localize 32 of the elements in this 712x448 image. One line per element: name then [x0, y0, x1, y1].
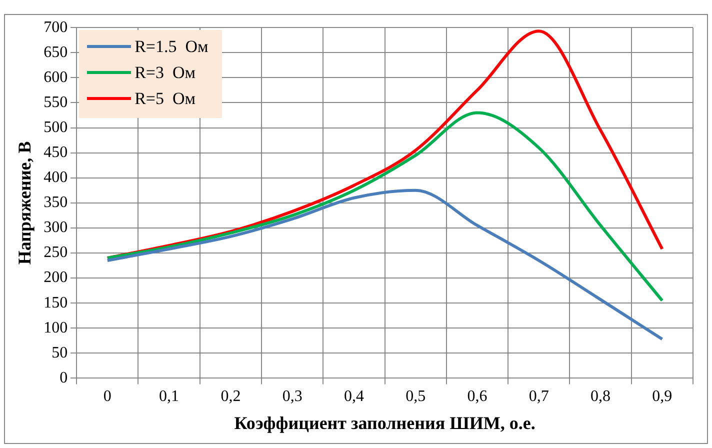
- legend-label: R=5 Ом: [134, 88, 196, 109]
- y-tick-label: 100: [44, 319, 68, 336]
- x-tick-label: 0,4: [344, 388, 364, 406]
- y-tick-label: 50: [52, 344, 68, 362]
- y-tick-label: 650: [44, 44, 68, 61]
- y-tick-label: 350: [44, 194, 68, 212]
- y-tick-label: 600: [44, 68, 68, 86]
- x-tick-label: 0,7: [528, 388, 549, 406]
- y-tick-label: 450: [44, 144, 68, 162]
- line-series: [106, 111, 664, 302]
- y-tick-label: 0: [60, 369, 68, 386]
- y-tick-label: 550: [44, 94, 68, 111]
- y-tick-label: 200: [44, 269, 68, 286]
- y-tick-label: 150: [44, 294, 68, 312]
- y-axis-title: Напряжение, В: [14, 141, 34, 265]
- y-tick-label: 400: [44, 169, 68, 186]
- y-tick-label: 300: [44, 219, 68, 236]
- legend-label: R=1.5 Ом: [134, 36, 208, 57]
- line-series: [106, 188, 664, 341]
- y-tick-label: 250: [44, 244, 68, 262]
- x-axis-title: Коэффициент заполнения ШИМ, о.е.: [234, 412, 536, 433]
- x-tick-label: 0,1: [159, 388, 180, 406]
- x-tick-label: 0,6: [467, 388, 488, 406]
- x-tick-label: 0,5: [406, 388, 426, 406]
- x-tick-label: 0,9: [652, 388, 672, 406]
- legend-label: R=3 Ом: [134, 62, 196, 83]
- y-tick-label: 700: [44, 18, 68, 36]
- x-tick-label: 0: [103, 388, 112, 406]
- x-tick-label: 0,8: [590, 388, 611, 406]
- x-tick-label: 0,3: [282, 388, 302, 406]
- x-tick-label: 0,2: [220, 388, 241, 406]
- y-tick-label: 500: [44, 118, 68, 136]
